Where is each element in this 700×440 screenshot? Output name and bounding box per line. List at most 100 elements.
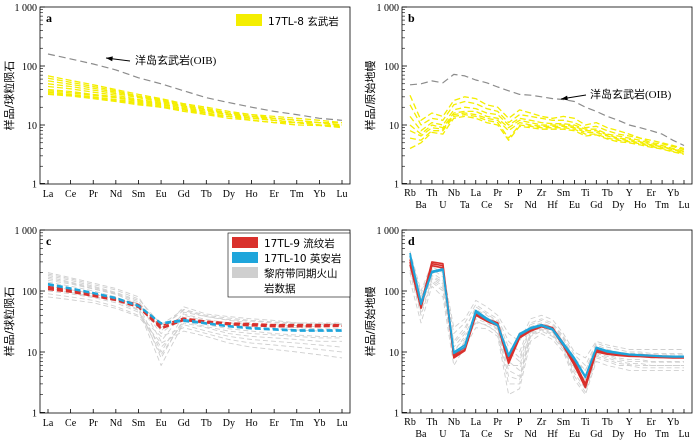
sample-line [409,100,685,151]
x-tick-label: Dy [223,189,235,200]
x-tick-label: Tb [201,189,212,200]
x-tick-label: Ce [65,418,77,429]
field-line [409,263,684,381]
x-tick-label: U [439,429,447,440]
x-tick-label: Gd [590,200,602,211]
y-tick-label: 1 000 [15,3,38,14]
legend-swatch [232,237,258,248]
panel-label: b [408,11,415,25]
series-line [47,287,342,329]
annotation-arrow-head [561,95,568,101]
x-tick-label: Sm [557,188,571,199]
sample-line [409,112,685,154]
x-tick-label: Er [646,188,656,199]
panel-d: 1 10 100 1 000 样品/原始地幔 RbBaThUNbTaLaCePrSrPNd… [363,226,693,440]
x-tick-label: Eu [569,200,580,211]
x-tick-label: Nd [524,200,536,211]
series-line [409,259,684,385]
legend-label: 17TL-9 流纹岩 [264,237,335,250]
field-line [409,266,684,385]
oib-reference-line [409,73,685,147]
x-tick-label: Sm [557,417,571,428]
x-tick-label: Yb [667,188,679,199]
y-axis-label: 样品/原始地幔 [363,61,377,131]
y-tick-label: 1 [394,179,399,190]
x-tick-label: Tm [290,189,304,200]
sample-line [409,113,685,155]
x-tick-label: Yb [313,418,325,429]
x-tick-label: Y [626,417,633,428]
sample-line [409,106,685,152]
x-tick-label: Dy [612,200,624,211]
series-line [47,282,342,331]
x-tick-label: Th [426,188,437,199]
x-tick-label: Ta [460,200,470,211]
x-tick-label: Zr [537,417,547,428]
x-tick-label: Nb [448,417,460,428]
panel-a: 1 10 100 1 000 样品/球粒陨石 La Ce Pr Nd Sm Eu Gd Tb Dy Ho Er… [2,3,351,200]
panel-label: c [46,234,52,248]
x-tick-label: Ho [245,418,257,429]
legend-label: 岩数据 [264,282,296,295]
x-tick-label: Pr [89,418,99,429]
x-tick-label: Yb [667,417,679,428]
panel-c: 1 10 100 1 000 样品/球粒陨石 La Ce Pr Nd Sm Eu Gd Tb Dy Ho Er… [2,226,351,429]
field-line [47,273,342,326]
x-tick-label: Nd [110,189,122,200]
x-tick-label: Gd [178,189,190,200]
oib-reference-line [47,53,343,121]
x-tick-label: Tb [602,188,613,199]
y-tick-label: 1 [32,179,37,190]
plot-frame [39,229,351,414]
x-tick-label: Dy [612,429,624,440]
sample-line [47,85,343,126]
y-tick-label: 100 [384,287,399,298]
y-axis-label: 样品/球粒陨石 [2,287,16,357]
field-line [47,276,342,329]
sample-line [47,92,343,128]
y-tick-label: 10 [389,348,399,359]
x-tick-label: U [439,200,447,211]
series-line [409,255,684,379]
y-tick-label: 1 [32,408,37,419]
x-tick-label: Ho [245,189,257,200]
x-tick-label: Y [626,188,633,199]
y-tick-label: 1 000 [15,226,38,237]
x-tick-label: Ho [634,429,646,440]
x-tick-label: Lu [336,189,347,200]
x-tick-label: Nd [524,429,536,440]
x-tick-label: Nd [110,418,122,429]
x-tick-label: Gd [178,418,190,429]
y-tick-label: 1 000 [377,3,400,14]
legend-label: 17TL-10 英安岩 [264,252,341,265]
x-tick-label: Gd [590,429,602,440]
x-tick-label: Ti [581,188,590,199]
field-line [47,279,342,335]
panel-label: a [46,11,52,25]
x-tick-label: Rb [404,417,416,428]
series-line [47,284,342,332]
y-tick-label: 100 [22,62,37,73]
sample-line [47,83,343,126]
sample-line [409,110,685,153]
field-line [47,290,343,348]
x-tick-label: Hf [547,200,558,211]
x-tick-label: Lu [336,418,347,429]
y-tick-label: 1 [394,408,399,419]
x-tick-label: Pr [493,417,503,428]
x-tick-label: Lu [678,429,689,440]
field-line [47,272,342,332]
field-line [47,296,343,359]
x-tick-label: Sr [504,429,514,440]
x-tick-label: Ti [581,417,590,428]
x-tick-label: Tb [201,418,212,429]
legend-swatch [232,252,258,263]
x-tick-label: Ba [415,429,427,440]
x-tick-label: P [517,417,523,428]
x-tick-label: La [43,418,54,429]
y-tick-label: 1 000 [377,226,400,237]
sample-line [47,75,343,124]
x-tick-label: Tb [602,417,613,428]
field-line [409,261,684,377]
x-tick-label: Eu [156,418,167,429]
